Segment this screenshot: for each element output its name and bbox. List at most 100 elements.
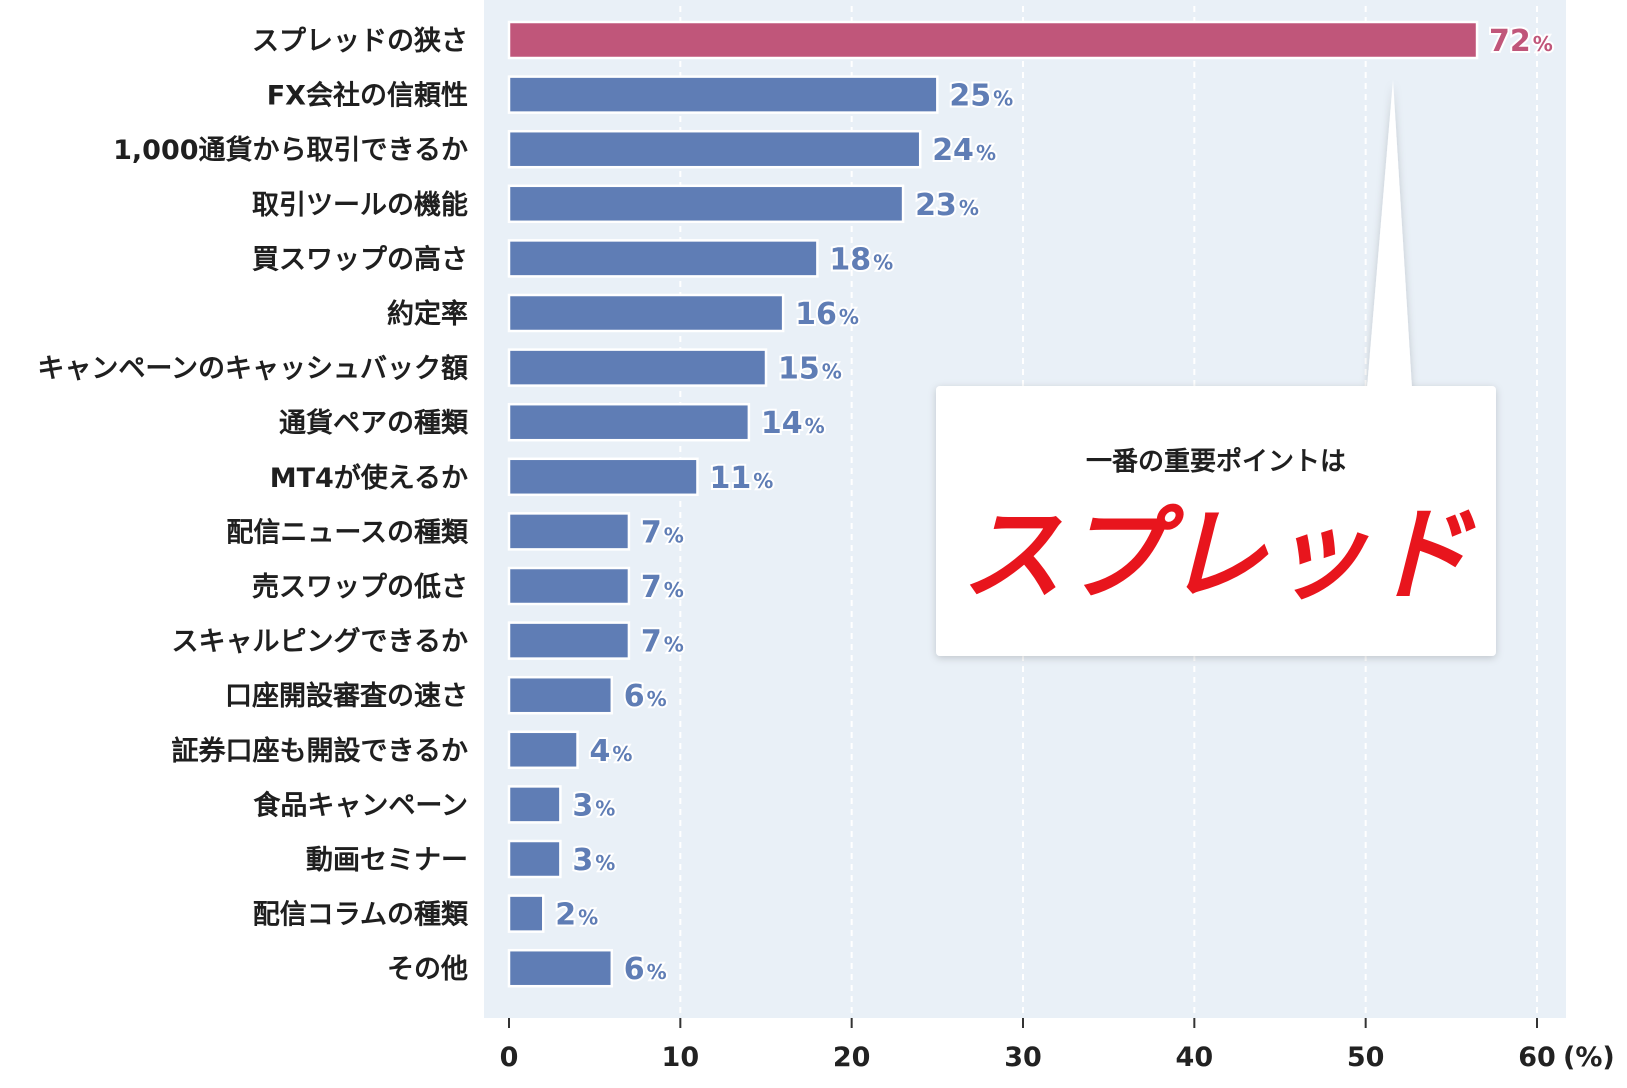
value-number: 24 xyxy=(932,133,974,168)
x-axis: 0 10 20 30 40 50 60 (%) xyxy=(500,1018,1615,1073)
value-label: 4% xyxy=(590,734,633,769)
bar xyxy=(507,129,922,169)
bar xyxy=(507,566,631,606)
x-tick-label: 20 xyxy=(833,1042,871,1073)
value-suffix: % xyxy=(976,141,996,165)
value-suffix: % xyxy=(993,87,1013,111)
category-label: 約定率 xyxy=(387,298,468,330)
value-suffix: % xyxy=(647,960,667,984)
category-label: 買スワップの高さ xyxy=(252,243,468,275)
category-label: その他 xyxy=(387,954,468,985)
value-label: 16% xyxy=(795,297,859,332)
bar xyxy=(507,457,699,497)
bar xyxy=(507,785,562,824)
category-label: スキャルピングできるか xyxy=(172,626,468,658)
value-number: 6 xyxy=(624,679,645,714)
category-labels: スプレッドの狭さ FX会社の信頼性 1,000通貨から取引できるか取引ツールの機能買… xyxy=(37,26,469,985)
value-number: 2 xyxy=(555,898,576,933)
value-label: 23% xyxy=(915,188,979,223)
category-label: 1,000通貨から取引できるか xyxy=(113,134,468,166)
value-label: 72% xyxy=(1489,24,1553,59)
value-suffix: % xyxy=(647,687,667,711)
bars xyxy=(507,20,1479,988)
x-tick-label: 60 xyxy=(1518,1042,1556,1073)
value-number: 7 xyxy=(641,570,662,605)
bar xyxy=(507,675,614,715)
category-label: スプレッドの狭さ xyxy=(252,26,468,57)
x-tick-label: 10 xyxy=(662,1042,700,1073)
value-number: 6 xyxy=(624,952,645,987)
bar xyxy=(507,75,939,114)
x-tick-label: 40 xyxy=(1176,1042,1214,1073)
bar xyxy=(507,621,631,660)
value-label: 2% xyxy=(555,898,598,933)
value-suffix: % xyxy=(822,360,842,384)
value-label: 24% xyxy=(932,133,996,168)
category-label: MT4が使えるか xyxy=(270,462,468,494)
category-label: 食品キャンペーン xyxy=(253,789,468,821)
value-suffix: % xyxy=(805,414,825,438)
value-suffix: % xyxy=(664,523,684,547)
callout-subtitle: 一番の重要ポイントは xyxy=(1086,446,1346,477)
value-label: 7% xyxy=(641,625,684,660)
value-label: 6% xyxy=(624,952,667,987)
category-label: 口座開設審査の速さ xyxy=(225,680,468,712)
callout xyxy=(936,80,1496,656)
bar xyxy=(507,184,905,224)
value-label: 15% xyxy=(778,352,842,387)
category-label: 証券口座も開設できるか xyxy=(172,735,468,767)
category-label: 売スワップの低さ xyxy=(252,572,468,603)
value-suffix: % xyxy=(664,633,684,657)
value-label: 18% xyxy=(829,242,893,277)
category-label: 通貨ペアの種類 xyxy=(279,407,469,439)
value-number: 14 xyxy=(761,406,803,441)
bar xyxy=(507,512,631,551)
bar xyxy=(507,239,819,278)
value-label: 3% xyxy=(572,843,615,878)
bar xyxy=(507,402,751,442)
value-label: 6% xyxy=(624,679,667,714)
x-axis-unit: (%) xyxy=(1563,1042,1615,1073)
value-suffix: % xyxy=(664,578,684,602)
value-suffix: % xyxy=(578,906,598,930)
value-number: 16 xyxy=(795,297,837,332)
bar xyxy=(507,839,562,879)
x-tick-label: 30 xyxy=(1004,1042,1042,1073)
value-number: 23 xyxy=(915,188,957,223)
value-number: 7 xyxy=(641,515,662,550)
value-suffix: % xyxy=(1533,32,1553,56)
value-number: 3 xyxy=(572,788,593,823)
value-suffix: % xyxy=(839,305,859,329)
x-tick-label: 0 xyxy=(500,1042,519,1073)
value-suffix: % xyxy=(595,796,615,820)
callout-box xyxy=(936,386,1496,656)
bar xyxy=(507,948,614,988)
value-number: 7 xyxy=(641,625,662,660)
category-label: キャンペーンのキャッシュバック額 xyxy=(37,354,468,385)
value-number: 25 xyxy=(949,79,991,114)
value-number: 3 xyxy=(572,843,593,878)
category-label: 動画セミナー xyxy=(306,845,468,876)
value-labels: 72 %25 %24 %23 %18 %16 %15 %14 %11 %7 %7 %7 %6 %4 %3 %3… xyxy=(553,22,1555,989)
value-suffix: % xyxy=(753,469,773,493)
value-label: 14% xyxy=(761,406,825,441)
value-label: 7% xyxy=(641,515,684,550)
bar xyxy=(507,293,785,333)
x-tick-label: 50 xyxy=(1347,1042,1385,1073)
bar xyxy=(507,348,768,387)
value-suffix: % xyxy=(595,851,615,875)
value-suffix: % xyxy=(873,250,893,274)
callout-pointer xyxy=(1367,80,1412,388)
value-number: 4 xyxy=(590,734,611,769)
value-number: 18 xyxy=(829,242,871,277)
value-suffix: % xyxy=(959,196,979,220)
category-label: 配信コラムの種類 xyxy=(253,900,469,931)
bar xyxy=(507,894,545,933)
callout-headline: スプレッド xyxy=(961,496,1476,615)
value-number: 11 xyxy=(709,461,751,496)
category-label: 配信ニュースの種類 xyxy=(226,517,469,548)
value-number: 72 xyxy=(1489,24,1531,59)
bar xyxy=(507,730,579,770)
